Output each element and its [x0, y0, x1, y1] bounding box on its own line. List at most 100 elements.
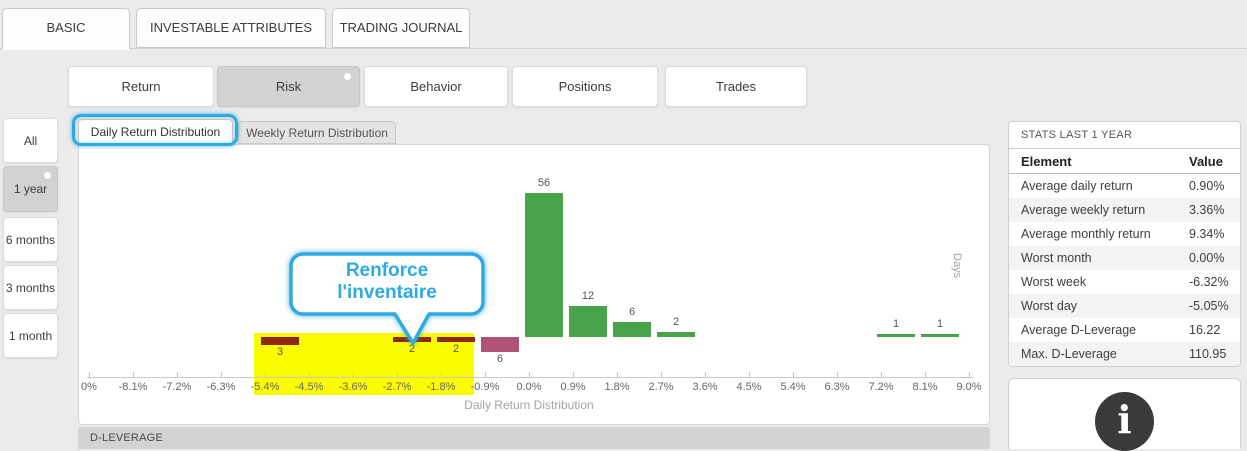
stat-value: 9.34% [1189, 227, 1225, 241]
axis-tick-label: 0.9% [560, 381, 586, 393]
axis-tick [177, 372, 178, 377]
view-button-behavior[interactable]: Behavior [364, 66, 508, 107]
axis-tick [89, 372, 90, 377]
axis-tick [485, 372, 486, 377]
d-leverage-label: D-LEVERAGE [90, 432, 163, 444]
axis-tick [881, 372, 882, 377]
period-button-6-months[interactable]: 6 months [3, 217, 58, 262]
stats-row-max-d-leverage: Max. D-Leverage 110.95 [1009, 342, 1240, 366]
axis-tick-label: -6.3% [206, 381, 236, 393]
view-button-positions[interactable]: Positions [512, 66, 658, 107]
selected-dot [344, 73, 351, 80]
axis-tick [925, 372, 926, 377]
view-button-return[interactable]: Return [68, 66, 214, 107]
stat-value: 110.95 [1189, 347, 1227, 361]
stats-row-worst-month: Worst month 0.00% [1009, 246, 1240, 270]
bar-8-1-to-9-0 [921, 334, 959, 337]
axis-tick-label: 9.0% [956, 381, 982, 393]
bar-value-label: 12 [581, 290, 595, 303]
axis-tick [573, 372, 574, 377]
period-button-3-months[interactable]: 3 months [3, 265, 58, 310]
axis-tick [793, 372, 794, 377]
stats-table-header: Element Value [1009, 149, 1240, 174]
period-button-all[interactable]: All [3, 118, 58, 163]
tab-daily-return-distribution[interactable]: Daily Return Distribution [78, 119, 233, 145]
stats-col-element: Element [1021, 154, 1072, 169]
axis-tick-label: -5.4% [250, 381, 280, 393]
axis-tick [353, 372, 354, 377]
stats-row-average-monthly-return: Average monthly return 9.34% [1009, 222, 1240, 246]
stats-row-average-daily-return: Average daily return 0.90% [1009, 174, 1240, 198]
top-tab-investable-attributes[interactable]: INVESTABLE ATTRIBUTES [136, 8, 326, 48]
period-button-1-year[interactable]: 1 year [3, 166, 58, 212]
stats-panel: STATS LAST 1 YEAR Element Value Average … [1008, 121, 1241, 367]
callout-bubble [289, 252, 485, 345]
tab-weekly-label: Weekly Return Distribution [246, 126, 388, 140]
bar-value-label: 3 [276, 345, 284, 358]
bar-2-7-to-3-6 [657, 331, 695, 337]
tab-daily-label: Daily Return Distribution [90, 125, 221, 139]
axis-tick [309, 372, 310, 377]
stat-value: -5.05% [1189, 299, 1229, 313]
stats-col-value: Value [1189, 154, 1223, 169]
axis-tick-label: 5.4% [780, 381, 806, 393]
stat-element: Max. D-Leverage [1021, 347, 1117, 361]
stat-value: -6.32% [1189, 275, 1229, 289]
axis-tick-label: 4.5% [736, 381, 762, 393]
view-button-trades[interactable]: Trades [665, 66, 807, 107]
selected-dot [44, 172, 51, 179]
y-axis-title: Days [951, 253, 963, 279]
info-icon-glyph: i [1117, 397, 1132, 442]
stat-element: Average daily return [1021, 179, 1133, 193]
stats-row-average-d-leverage: Average D-Leverage 16.22 [1009, 318, 1240, 342]
axis-tick-label: -8.1% [118, 381, 148, 393]
axis-tick-label: -7.2% [162, 381, 192, 393]
axis-tick [617, 372, 618, 377]
axis-tick-label: 1.8% [604, 381, 630, 393]
bar-value-label: 1 [936, 318, 944, 331]
period-button-1-month[interactable]: 1 month [3, 313, 58, 358]
axis-tick [221, 372, 222, 377]
bar-value-label: 2 [672, 315, 680, 328]
top-tab-trading-journal[interactable]: TRADING JOURNAL [332, 8, 470, 48]
bar-0-0-to-0-9 [525, 193, 563, 337]
view-button-risk[interactable]: Risk [217, 66, 360, 107]
axis-tick-label: -1.8% [426, 381, 456, 393]
top-tab-basic[interactable]: BASIC [2, 8, 130, 50]
axis-tick-label: 7.2% [868, 381, 894, 393]
stat-value: 16.22 [1189, 323, 1221, 337]
tab-weekly-return-distribution[interactable]: Weekly Return Distribution [238, 121, 396, 144]
stat-element: Average weekly return [1021, 203, 1146, 217]
bar-1-8-to-0-9 [437, 337, 475, 343]
axis-tick [441, 372, 442, 377]
bar-value-label: 6 [496, 353, 504, 366]
stat-element: Worst day [1021, 299, 1078, 313]
d-leverage-section-header[interactable]: D-LEVERAGE [78, 427, 990, 449]
axis-tick-label: 6.3% [824, 381, 850, 393]
axis-tick [969, 372, 970, 377]
stats-row-worst-week: Worst week -6.32% [1009, 270, 1240, 294]
axis-tick [133, 372, 134, 377]
axis-tick [529, 372, 530, 377]
axis-tick [705, 372, 706, 377]
axis-tick-label: 2.7% [648, 381, 674, 393]
bar-1-8-to-2-7 [613, 321, 651, 337]
axis-tick-label: 0.0% [516, 381, 542, 393]
stat-element: Worst week [1021, 275, 1087, 289]
info-panel: i [1008, 378, 1241, 451]
bar-7-2-to-8-1 [877, 334, 915, 337]
stats-row-worst-day: Worst day -5.05% [1009, 294, 1240, 318]
axis-tick [837, 372, 838, 377]
axis-tick-label: -3.6% [338, 381, 368, 393]
bar-value-label: 1 [892, 318, 900, 331]
stat-element: Worst month [1021, 251, 1092, 265]
stats-panel-title: STATS LAST 1 YEAR [1009, 122, 1240, 149]
axis-tick-label: -0.9% [470, 381, 500, 393]
stat-value: 3.36% [1189, 203, 1225, 217]
axis-tick-label: 0% [81, 381, 97, 393]
axis-tick [265, 372, 266, 377]
info-icon[interactable]: i [1095, 392, 1154, 451]
top-tab-bar: BASIC INVESTABLE ATTRIBUTES TRADING JOURNA… [0, 0, 1247, 50]
axis-tick-label: -2.7% [382, 381, 412, 393]
bar-value-label: 2 [452, 343, 460, 356]
